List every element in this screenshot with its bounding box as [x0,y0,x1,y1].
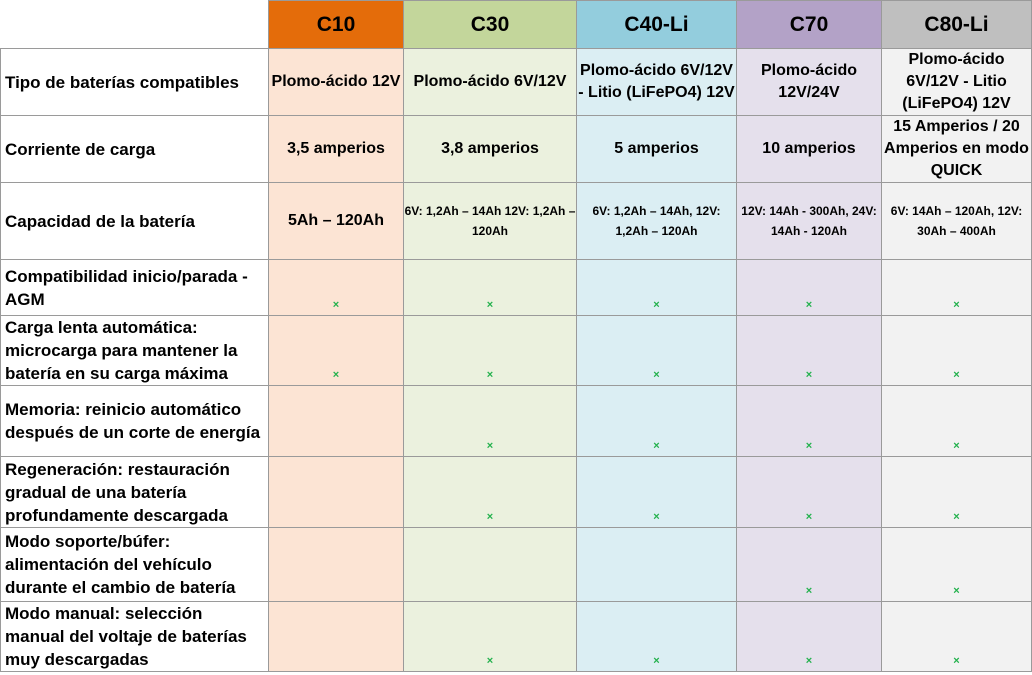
check-cell: × [736,315,882,386]
cell-value: 3,8 amperios [403,115,577,183]
check-icon: × [805,299,813,311]
table-row: Capacidad de la batería 5Ah – 120Ah 6V: … [0,182,1032,260]
cell-value: 5Ah – 120Ah [268,182,404,260]
check-icon: × [653,511,660,523]
cell-value: 6V: 1,2Ah – 14Ah, 12V: 1,2Ah – 120Ah [576,182,737,260]
cell-value: Plomo-ácido 6V/12V - Litio (LiFePO4) 12V [881,48,1032,116]
row-label: Corriente de carga [0,115,269,183]
cell-value: Plomo-ácido 6V/12V - Litio (LiFePO4) 12V [576,48,737,116]
check-cell [268,601,404,672]
check-icon: × [805,440,813,452]
check-icon: × [486,369,494,381]
check-cell: × [403,456,577,528]
header-corner [0,0,269,49]
check-icon: × [953,655,960,667]
row-label: Regeneración: restauración gradual de un… [0,456,269,528]
check-cell: × [881,385,1032,457]
check-cell: × [576,315,737,386]
check-cell: × [403,601,577,672]
check-cell [268,385,404,457]
check-icon: × [653,440,660,452]
check-icon: × [332,369,340,381]
row-label: Modo soporte/búfer: alimentación del veh… [0,527,269,602]
column-header-c10: C10 [268,0,404,49]
check-cell [403,527,577,602]
check-cell: × [881,601,1032,672]
check-cell: × [736,527,882,602]
table-row: Modo soporte/búfer: alimentación del veh… [0,527,1032,602]
check-icon: × [653,299,660,311]
column-header-c40-li: C40-Li [576,0,737,49]
cell-value: Plomo-ácido 6V/12V [403,48,577,116]
check-icon: × [953,585,960,597]
check-cell: × [576,259,737,316]
check-icon: × [486,299,494,311]
check-icon: × [805,585,813,597]
check-cell: × [736,385,882,457]
check-cell: × [268,259,404,316]
check-icon: × [332,299,340,311]
check-cell: × [881,527,1032,602]
check-cell: × [576,456,737,528]
cell-value: 6V: 1,2Ah – 14Ah 12V: 1,2Ah – 120Ah [403,182,577,260]
check-cell: × [881,456,1032,528]
cell-value: Plomo-ácido 12V [268,48,404,116]
check-icon: × [805,369,813,381]
check-icon: × [805,511,813,523]
table-row: Modo manual: selección manual del voltaj… [0,601,1032,672]
column-header-c30: C30 [403,0,577,49]
check-cell: × [881,315,1032,386]
check-cell: × [403,385,577,457]
check-icon: × [953,440,960,452]
check-cell: × [736,456,882,528]
row-label: Modo manual: selección manual del voltaj… [0,601,269,672]
table-row: Regeneración: restauración gradual de un… [0,456,1032,528]
table-row: Tipo de baterías compatibles Plomo-ácido… [0,48,1032,116]
row-label: Memoria: reinicio automático después de … [0,385,269,457]
cell-value: 12V: 14Ah - 300Ah, 24V: 14Ah - 120Ah [736,182,882,260]
column-header-c80-li: C80-Li [881,0,1032,49]
check-cell [268,456,404,528]
cell-value: 3,5 amperios [268,115,404,183]
row-label: Capacidad de la batería [0,182,269,260]
check-cell: × [403,315,577,386]
check-cell: × [576,601,737,672]
check-icon: × [653,369,660,381]
check-cell: × [881,259,1032,316]
check-icon: × [953,369,960,381]
check-icon: × [953,299,960,311]
row-label: Carga lenta automática: microcarga para … [0,315,269,386]
row-label: Tipo de baterías compatibles [0,48,269,116]
cell-value: 5 amperios [576,115,737,183]
check-icon: × [953,511,960,523]
check-cell: × [736,259,882,316]
cell-value: Plomo-ácido 12V/24V [736,48,882,116]
check-cell: × [268,315,404,386]
check-cell: × [403,259,577,316]
check-cell: × [576,385,737,457]
row-label: Compatibilidad inicio/parada - AGM [0,259,269,316]
cell-value: 15 Amperios / 20 Amperios en modo QUICK [881,115,1032,183]
check-icon: × [486,655,494,667]
check-cell [268,527,404,602]
check-icon: × [653,655,660,667]
check-cell: × [736,601,882,672]
cell-value: 10 amperios [736,115,882,183]
table-row: Compatibilidad inicio/parada - AGM × × ×… [0,259,1032,316]
cell-value: 6V: 14Ah – 120Ah, 12V: 30Ah – 400Ah [881,182,1032,260]
table-row: Corriente de carga 3,5 amperios 3,8 ampe… [0,115,1032,183]
check-cell [576,527,737,602]
table-row: Memoria: reinicio automático después de … [0,385,1032,457]
table-row: Carga lenta automática: microcarga para … [0,315,1032,386]
check-icon: × [486,440,494,452]
column-header-c70: C70 [736,0,882,49]
check-icon: × [805,655,813,667]
header-row: C10 C30 C40-Li C70 C80-Li [0,0,1032,49]
check-icon: × [486,511,494,523]
